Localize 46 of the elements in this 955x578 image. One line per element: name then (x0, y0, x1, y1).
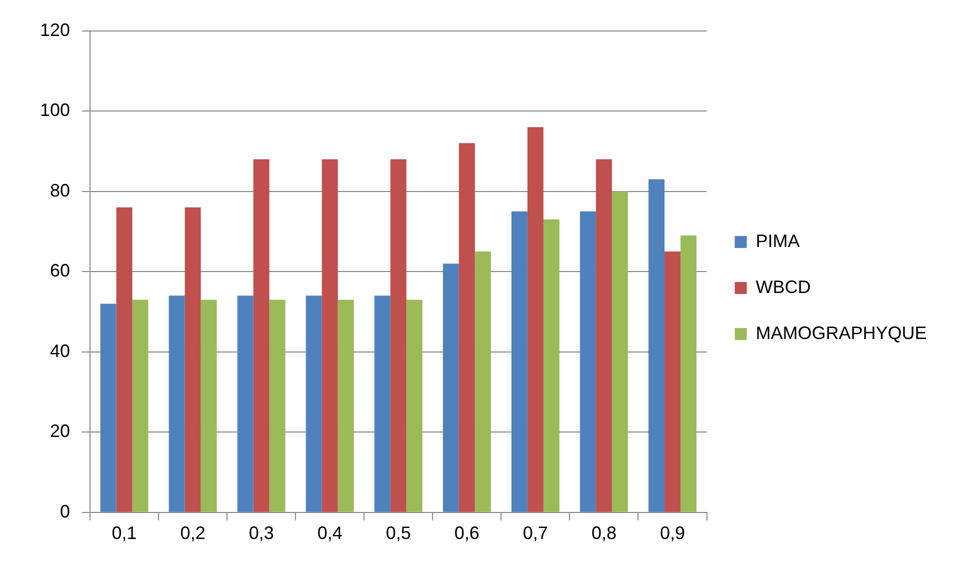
y-tick-label: 80 (50, 180, 70, 200)
bar (374, 296, 390, 512)
bar (100, 304, 116, 512)
bar (680, 235, 696, 512)
bar (527, 127, 544, 512)
bar (269, 300, 286, 512)
bar (184, 207, 201, 512)
y-tick-label: 120 (40, 20, 70, 40)
bar (168, 296, 185, 512)
y-tick-label: 40 (50, 340, 70, 361)
x-tick-label: 0,7 (522, 523, 548, 544)
bar (648, 179, 664, 512)
bar (116, 207, 132, 512)
bar (306, 296, 322, 512)
legend-label: WBCD (756, 276, 811, 297)
x-tick-label: 0,8 (591, 523, 616, 544)
bar (338, 300, 354, 512)
x-tick-label: 0,4 (317, 523, 342, 544)
bar (474, 252, 491, 512)
x-tick-label: 0,1 (112, 523, 137, 544)
bar (322, 159, 338, 512)
bar (406, 300, 422, 512)
x-tick-label: 0,2 (180, 523, 206, 544)
bar (200, 300, 217, 512)
y-tick-label: 0 (60, 501, 70, 522)
bar (511, 211, 528, 512)
bar (442, 264, 459, 512)
bar (237, 296, 254, 512)
legend-label: PIMA (756, 230, 800, 251)
bar (253, 159, 270, 512)
bar (596, 159, 612, 512)
y-tick-label: 100 (40, 100, 70, 120)
bar (390, 159, 406, 512)
bar (132, 300, 148, 512)
legend-label: MAMOGRAPHYQUE (756, 322, 927, 343)
x-tick-label: 0,9 (660, 523, 686, 544)
y-tick-label: 20 (50, 421, 70, 442)
x-tick-label: 0,6 (454, 523, 480, 544)
bar (664, 252, 680, 512)
bar (458, 143, 475, 512)
bar (612, 191, 628, 512)
y-tick-label: 60 (50, 260, 70, 281)
bar (543, 219, 560, 512)
bar (580, 211, 596, 512)
x-tick-label: 0,3 (248, 523, 274, 544)
x-tick-label: 0,5 (386, 523, 411, 544)
